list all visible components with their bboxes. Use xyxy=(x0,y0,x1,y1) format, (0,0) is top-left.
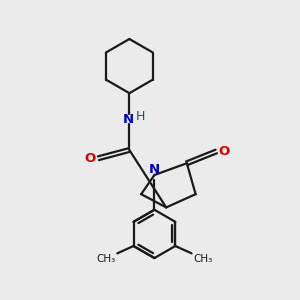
Text: N: N xyxy=(122,112,134,126)
Text: O: O xyxy=(85,152,96,165)
Text: H: H xyxy=(136,110,145,123)
Text: O: O xyxy=(219,145,230,158)
Text: CH₃: CH₃ xyxy=(97,254,116,264)
Text: CH₃: CH₃ xyxy=(193,254,212,264)
Text: N: N xyxy=(148,163,159,176)
